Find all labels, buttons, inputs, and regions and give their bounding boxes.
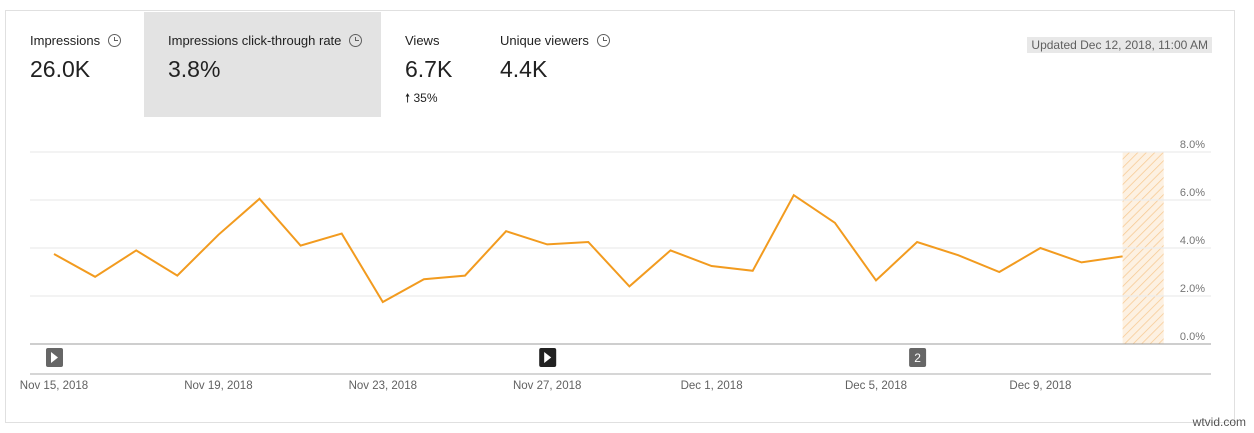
x-tick-label: Nov 15, 2018 xyxy=(20,380,88,392)
marker-count: 2 xyxy=(914,351,921,365)
clock-icon xyxy=(349,34,363,47)
metric-label: Unique viewers xyxy=(500,33,589,48)
metric-label: Views xyxy=(405,33,440,48)
metric-impressions[interactable]: Impressions 26.0K xyxy=(6,12,144,117)
updated-timestamp: Updated Dec 12, 2018, 11:00 AM xyxy=(1027,37,1212,53)
metric-label: Impressions xyxy=(30,33,101,48)
x-tick-label: Dec 5, 2018 xyxy=(845,380,907,392)
metric-value: 26.0K xyxy=(30,56,91,82)
video-event-marker[interactable] xyxy=(539,348,557,367)
metric-ctr[interactable]: Impressions click-through rate 3.8% xyxy=(144,12,381,117)
play-icon xyxy=(544,352,552,363)
y-tick-label: 2.0% xyxy=(1180,283,1205,295)
marker-box xyxy=(909,348,927,367)
metric-value: 4.4K xyxy=(500,56,548,82)
video-event-marker[interactable] xyxy=(46,348,63,367)
x-tick-label: Nov 19, 2018 xyxy=(184,380,252,392)
y-tick-label: 6.0% xyxy=(1180,187,1205,199)
x-tick-label: Dec 9, 2018 xyxy=(1009,380,1071,392)
x-tick-label: Dec 1, 2018 xyxy=(681,380,743,392)
arrow-up-icon: 🠕 xyxy=(405,91,411,105)
metric-value: 6.7K xyxy=(405,56,453,82)
video-event-marker[interactable]: 2 xyxy=(909,348,927,367)
metric-label: Impressions click-through rate xyxy=(168,33,342,48)
metric-value: 3.8% xyxy=(168,56,221,82)
analytics-card: Impressions 26.0K Impressions click-thro… xyxy=(5,10,1235,423)
clock-icon xyxy=(596,34,610,47)
watermark: wtvid.com xyxy=(1192,415,1246,429)
metric-views[interactable]: Views 6.7K 🠕 35% xyxy=(405,12,495,117)
y-tick-label: 0.0% xyxy=(1180,331,1205,343)
metric-unique-viewers[interactable]: Unique viewers 4.4K xyxy=(500,12,640,117)
y-tick-label: 4.0% xyxy=(1180,235,1205,247)
x-tick-label: Nov 27, 2018 xyxy=(513,380,581,392)
ctr-series-line xyxy=(53,193,1123,304)
clock-icon xyxy=(108,34,122,47)
metric-delta: 35% xyxy=(413,91,438,105)
y-tick-label: 8.0% xyxy=(1180,139,1205,151)
x-tick-label: Nov 23, 2018 xyxy=(349,380,417,392)
play-icon xyxy=(51,352,58,363)
